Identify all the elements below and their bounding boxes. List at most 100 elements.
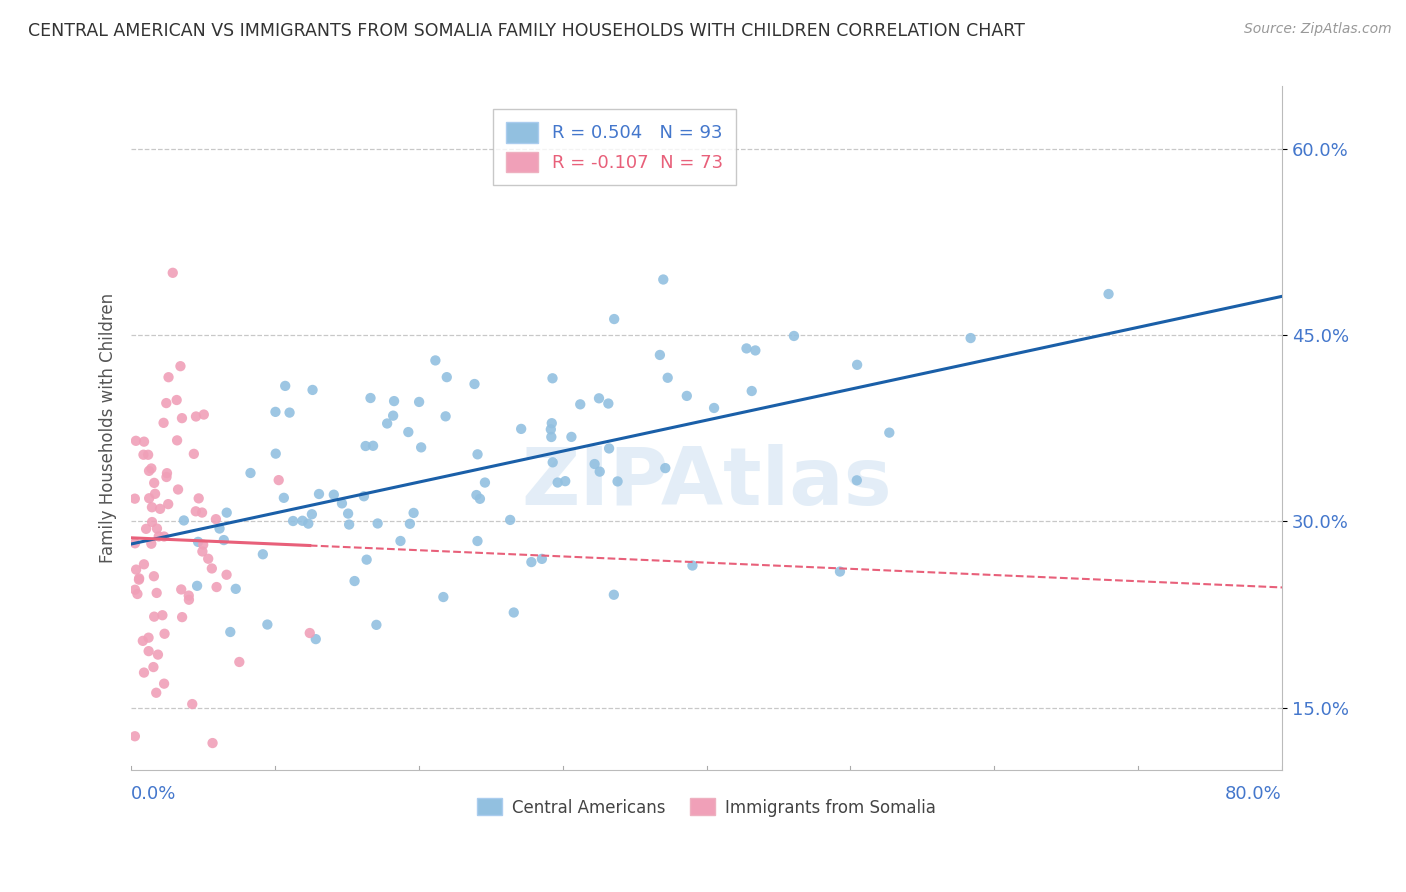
Point — [603, 312, 626, 326]
Point — [540, 422, 562, 436]
Point — [162, 266, 184, 280]
Point — [155, 470, 177, 484]
Point — [138, 464, 160, 478]
Point — [343, 574, 366, 588]
Point — [278, 406, 301, 420]
Point — [141, 461, 163, 475]
Point — [193, 538, 215, 552]
Point — [337, 517, 360, 532]
Text: CENTRAL AMERICAN VS IMMIGRANTS FROM SOMALIA FAMILY HOUSEHOLDS WITH CHILDREN CORR: CENTRAL AMERICAN VS IMMIGRANTS FROM SOMA… — [28, 22, 1025, 40]
Point — [125, 563, 148, 577]
Point — [208, 522, 231, 536]
Point — [541, 455, 564, 469]
Point — [125, 434, 148, 448]
Point — [191, 544, 214, 558]
Point — [463, 377, 485, 392]
Point — [181, 697, 204, 711]
Point — [273, 491, 295, 505]
Point — [354, 439, 377, 453]
Text: Source: ZipAtlas.com: Source: ZipAtlas.com — [1244, 22, 1392, 37]
Point — [845, 473, 868, 487]
Point — [281, 514, 304, 528]
Point — [502, 606, 524, 620]
Point — [603, 588, 626, 602]
Point — [520, 555, 543, 569]
Point — [828, 565, 851, 579]
Point — [219, 625, 242, 640]
Point — [186, 579, 208, 593]
Point — [382, 409, 405, 423]
Point — [143, 609, 166, 624]
Point — [166, 434, 188, 448]
Point — [356, 552, 378, 566]
Point — [172, 610, 194, 624]
Point — [547, 475, 569, 490]
Point — [193, 408, 215, 422]
Point — [146, 522, 169, 536]
Point — [375, 417, 398, 431]
Point — [402, 506, 425, 520]
Point — [267, 473, 290, 487]
Point — [166, 392, 188, 407]
Text: 80.0%: 80.0% — [1225, 785, 1282, 803]
Point — [330, 496, 353, 510]
Point — [201, 736, 224, 750]
Point — [959, 331, 981, 345]
Point — [170, 411, 193, 425]
Point — [353, 489, 375, 503]
Point — [157, 497, 180, 511]
Point — [741, 384, 763, 398]
Point — [124, 491, 146, 506]
Point — [541, 371, 564, 385]
Point — [467, 534, 489, 549]
Point — [170, 582, 193, 597]
Point — [169, 359, 191, 374]
Point — [681, 558, 703, 573]
Point — [183, 447, 205, 461]
Point — [132, 434, 155, 449]
Point — [598, 442, 620, 456]
Point — [530, 552, 553, 566]
Point — [540, 430, 562, 444]
Point — [467, 447, 489, 461]
Point — [256, 617, 278, 632]
Point — [143, 487, 166, 501]
Point — [148, 529, 170, 543]
Point — [150, 608, 173, 623]
Point — [143, 475, 166, 490]
Point — [146, 648, 169, 662]
Point — [145, 686, 167, 700]
Point — [411, 441, 433, 455]
Point — [360, 391, 382, 405]
Point — [425, 353, 447, 368]
Point — [252, 547, 274, 561]
Point — [153, 529, 176, 543]
Point — [382, 394, 405, 409]
Point — [569, 397, 592, 411]
Point — [337, 507, 360, 521]
Point — [657, 371, 679, 385]
Point — [361, 439, 384, 453]
Y-axis label: Family Households with Children: Family Households with Children — [100, 293, 117, 563]
Point — [554, 474, 576, 488]
Point — [648, 348, 671, 362]
Point — [187, 491, 209, 506]
Point — [173, 513, 195, 527]
Point — [225, 582, 247, 596]
Point — [308, 487, 330, 501]
Point — [408, 395, 430, 409]
Point — [142, 660, 165, 674]
Point — [301, 383, 323, 397]
Point — [305, 632, 328, 646]
Point — [205, 580, 228, 594]
Point — [167, 483, 190, 497]
Point — [136, 448, 159, 462]
Point — [1097, 287, 1119, 301]
Point — [157, 370, 180, 384]
Point — [201, 561, 224, 575]
Legend: Central Americans, Immigrants from Somalia: Central Americans, Immigrants from Somal… — [470, 792, 943, 823]
Point — [432, 590, 454, 604]
Point — [396, 425, 419, 439]
Point — [145, 586, 167, 600]
Point — [138, 491, 160, 506]
